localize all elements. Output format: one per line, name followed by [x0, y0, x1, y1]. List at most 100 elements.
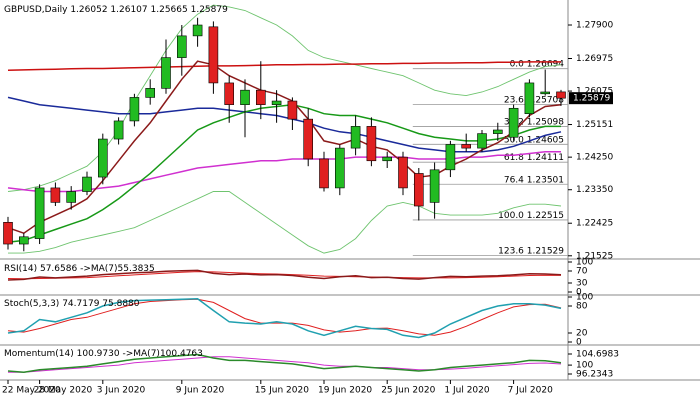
- fib-ratio: 76.4: [504, 175, 524, 185]
- candle-body: [524, 82, 535, 115]
- candle-body: [271, 100, 282, 105]
- candle-body: [113, 120, 124, 140]
- ma-value: 55.3835: [118, 264, 155, 274]
- candle-body: [492, 129, 503, 134]
- candle-body: [255, 89, 266, 105]
- candle-body: [240, 89, 250, 105]
- ohlc-value: 1.26107: [110, 5, 147, 15]
- ma-value: 100.4763: [160, 349, 203, 359]
- candle-body: [461, 144, 472, 149]
- x-tick-label: 19 Jun 2020: [318, 386, 372, 396]
- signal-line: [8, 356, 562, 373]
- fib-ratio: 61.8: [504, 153, 524, 163]
- fib-ratio: 123.6: [498, 246, 524, 256]
- panel-title: Momentum(14) 100.9730 ->MA(7)100.4763: [4, 349, 203, 359]
- indicator-line: [7, 269, 562, 281]
- fib-price: 1.21529: [527, 246, 564, 256]
- fib-label: 61.8 1.24111: [504, 153, 564, 163]
- y-tick-label: 20: [576, 329, 588, 339]
- fib-label: 100.0 1.22515: [498, 210, 564, 220]
- y-tick-label: 100: [576, 293, 593, 303]
- fib-price: 1.24605: [527, 135, 564, 145]
- fib-price: 1.25708: [527, 95, 564, 105]
- x-tick-label: 15 Jun 2020: [255, 386, 309, 396]
- candle-body: [224, 82, 234, 105]
- ma-line: [7, 96, 562, 153]
- candle-body: [66, 191, 76, 203]
- fib-price: 1.24111: [527, 153, 564, 163]
- candle-body: [3, 222, 13, 245]
- ma-line: [7, 61, 561, 72]
- candle-body: [177, 35, 187, 58]
- x-tick-label: 3 Jun 2020: [97, 386, 146, 396]
- fib-price: 1.22515: [527, 210, 564, 220]
- candle-body: [382, 156, 393, 162]
- candle-body: [129, 97, 140, 122]
- candle-body: [98, 138, 108, 178]
- y-tick-label: 0: [576, 288, 582, 298]
- candle-body: [208, 26, 219, 84]
- candle-body: [34, 187, 45, 239]
- candle-body: [192, 24, 203, 37]
- candle-body: [366, 126, 377, 162]
- y-tick-label: 1.27900: [576, 21, 613, 31]
- fib-price: 1.26694: [527, 59, 564, 69]
- ma-line: [7, 60, 562, 235]
- candle-body: [82, 176, 92, 192]
- x-tick-label: 7 Jul 2020: [508, 386, 553, 396]
- indicator-name: Stoch(5,3,3): [4, 299, 59, 309]
- candle-body: [350, 126, 361, 149]
- y-tick-label: 100: [576, 361, 593, 371]
- ma-name: ->MA(7): [80, 264, 117, 274]
- ohlc-value: 1.25665: [151, 5, 188, 15]
- candle-body: [287, 100, 298, 120]
- candle-body: [334, 147, 345, 189]
- fib-ratio: 100.0: [498, 210, 524, 220]
- candle-body: [477, 133, 487, 149]
- candle-body: [445, 144, 456, 171]
- candle-body: [319, 158, 329, 189]
- candle-body: [413, 173, 424, 207]
- fib-label: 23.6 1.25708: [504, 95, 564, 105]
- price-box: [569, 92, 613, 105]
- fib-label: 123.6 1.21529: [498, 246, 564, 256]
- y-tick-label: 30: [576, 279, 588, 289]
- y-tick-label: 1.24250: [576, 153, 613, 163]
- candle-body: [50, 187, 61, 203]
- y-tick-label: 70: [576, 267, 588, 277]
- x-tick-label: 22 May 2020: [2, 386, 61, 396]
- candle-body: [18, 236, 29, 245]
- ohlc-value: 1.26052: [70, 5, 107, 15]
- candle-body: [145, 88, 155, 98]
- indicator-value: 57.6586: [40, 264, 77, 274]
- price-box-label: 1.25879: [573, 94, 610, 104]
- y-tick-label: 1.21525: [576, 251, 613, 261]
- ma-value: 75.8880: [102, 299, 139, 309]
- fib-price: 1.23501: [527, 175, 564, 185]
- x-tick-label: 28 May 2020: [34, 386, 93, 396]
- indicator-value: 100.9730: [77, 349, 120, 359]
- ma-line: [7, 103, 561, 243]
- y-tick-label: 1.26075: [576, 87, 613, 97]
- candle-body: [398, 156, 408, 189]
- indicator-value: 74.7179: [62, 299, 99, 309]
- y-tick-label: 1.25151: [576, 120, 613, 130]
- ohlc-value: 1.25879: [191, 5, 228, 15]
- fib-label: 0.0 1.26694: [510, 59, 565, 69]
- ma-name: ->MA(7): [122, 349, 159, 359]
- fib-price: 1.25098: [527, 117, 564, 127]
- symbol: GBPUSD,Daily: [4, 5, 68, 15]
- candle-body: [161, 57, 171, 89]
- ma-line: [8, 191, 562, 254]
- candle-body: [540, 91, 551, 95]
- x-tick-label: 1 Jul 2020: [444, 386, 489, 396]
- indicator-line: [7, 298, 562, 339]
- y-tick-label: 100: [576, 258, 593, 268]
- fib-ratio: 23.6: [504, 95, 524, 105]
- y-tick-label: 0: [576, 338, 582, 348]
- candle-body: [303, 118, 314, 160]
- y-tick-label: 96.2343: [576, 369, 613, 379]
- candle-body: [429, 169, 440, 203]
- y-tick-label: 1.22425: [576, 219, 613, 229]
